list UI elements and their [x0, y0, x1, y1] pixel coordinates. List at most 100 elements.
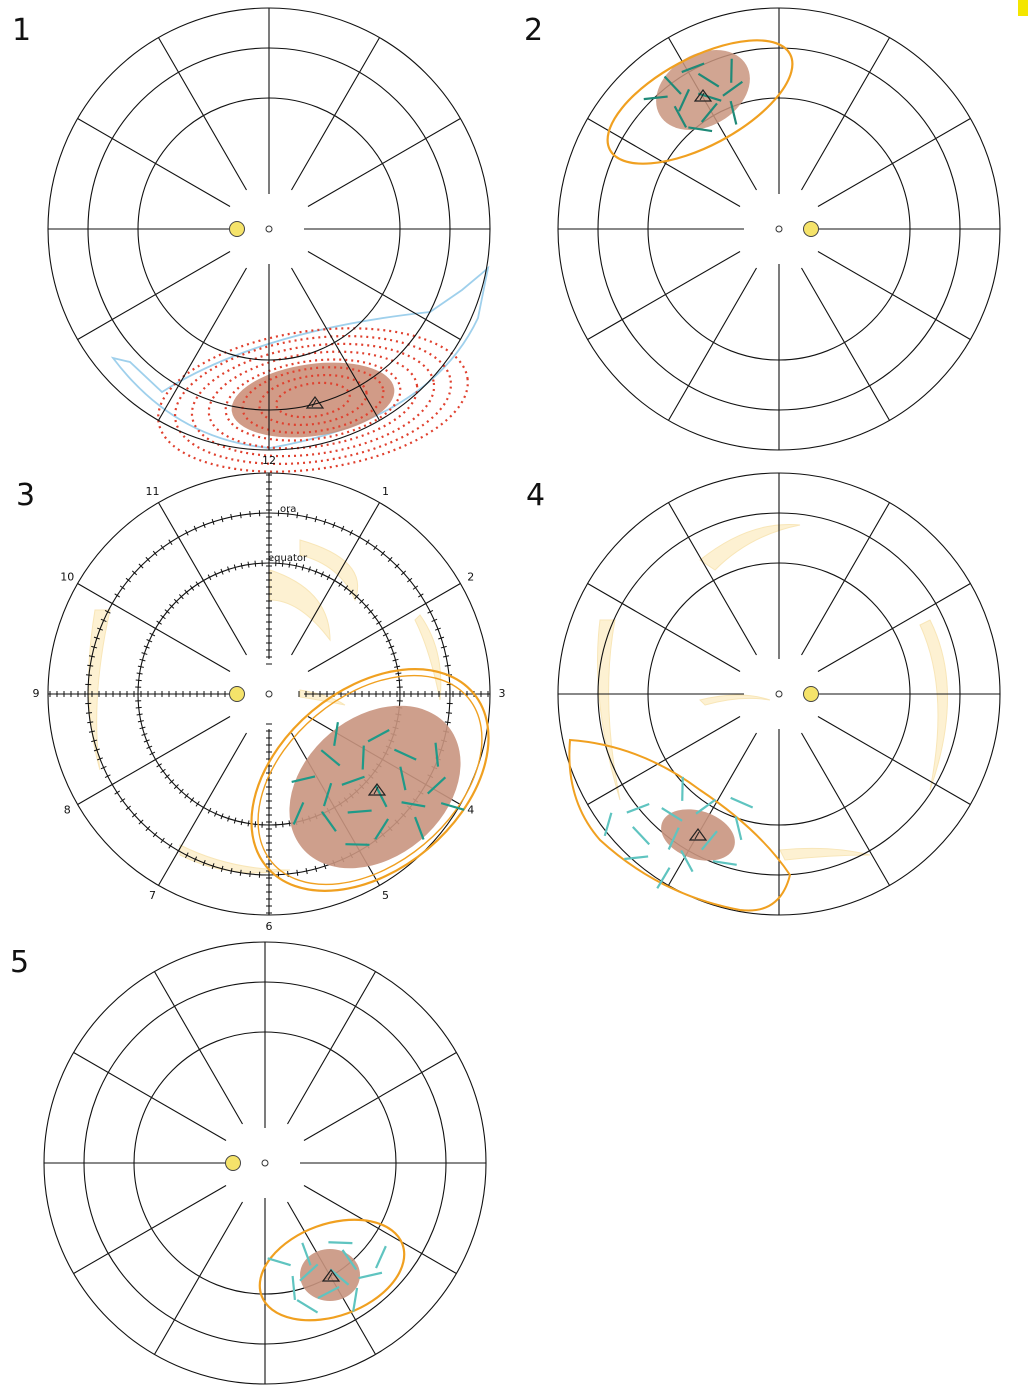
- grid-tick: [160, 614, 166, 620]
- clock-label: 12: [262, 454, 276, 467]
- meridian: [801, 732, 890, 886]
- corner-marker: [1018, 0, 1028, 16]
- vitreous-strand: [291, 775, 316, 784]
- grid-tick: [136, 672, 143, 675]
- grid-tick: [314, 568, 318, 575]
- vitreous-strand: [667, 827, 680, 850]
- vitreous-strand: [375, 1245, 387, 1269]
- optic-disc: [803, 686, 819, 702]
- vitreous-strand: [624, 855, 649, 861]
- lesion-marker-line: [694, 831, 700, 840]
- grid-tick: [314, 865, 318, 872]
- clock-label: 1: [382, 485, 389, 498]
- grid-tick: [308, 566, 311, 573]
- grid-tick: [185, 852, 189, 859]
- grid-tick: [214, 571, 218, 578]
- panel-label: 4: [526, 478, 545, 513]
- vitreous-strand: [434, 742, 440, 767]
- meridian: [668, 502, 757, 656]
- clock-label: 5: [382, 889, 389, 902]
- pale-crescent: [269, 569, 331, 642]
- grid-tick: [379, 626, 386, 631]
- vitreous-strand: [661, 807, 683, 822]
- grid-tick: [139, 658, 146, 662]
- meridian: [154, 1201, 243, 1355]
- grid-tick: [281, 560, 284, 567]
- grid-tick: [91, 645, 98, 649]
- grid-tick: [131, 812, 138, 818]
- grid-tick: [427, 610, 434, 614]
- grid-tick: [152, 757, 159, 762]
- tear-outline: [250, 668, 490, 892]
- grid-tick: [230, 868, 233, 875]
- vitreous-strand: [329, 1268, 350, 1286]
- vitreous-strand: [603, 812, 613, 837]
- grid-tick: [372, 614, 378, 620]
- dotted-ring: [157, 327, 469, 473]
- grid-tick: [193, 856, 198, 863]
- vitreous-strand: [322, 782, 333, 807]
- vitreous-strand: [656, 867, 671, 889]
- grid-tick: [146, 745, 153, 749]
- grid-tick: [220, 813, 224, 820]
- vitreous-strand: [673, 105, 688, 128]
- panel-label: 5: [10, 945, 29, 980]
- fovea: [775, 690, 783, 698]
- grid-tick: [139, 726, 146, 730]
- grid-tick: [164, 609, 170, 614]
- vitreous-strand: [321, 811, 337, 832]
- vitreous-strand: [734, 816, 743, 841]
- grid-tick: [385, 639, 392, 643]
- fundus-panel: 1: [12, 7, 491, 473]
- meridian: [587, 583, 741, 672]
- meridian: [73, 1052, 227, 1141]
- grid-tick: [400, 570, 407, 576]
- grid-tick: [240, 562, 243, 569]
- grid-tick: [376, 620, 382, 625]
- meridian: [307, 251, 461, 340]
- tear-outline: [606, 39, 794, 165]
- grid-tick: [176, 534, 181, 541]
- tear-outline: [568, 738, 792, 912]
- grid-tick: [149, 632, 156, 637]
- clock-label: 6: [266, 920, 273, 933]
- meridian: [73, 1185, 227, 1274]
- fovea: [265, 225, 273, 233]
- vitreous-strand: [730, 796, 754, 809]
- clock-label: 3: [499, 687, 506, 700]
- grid-tick: [114, 593, 120, 598]
- grid-tick: [394, 665, 401, 668]
- grid-tick: [195, 581, 200, 587]
- tear-outline: [257, 674, 483, 886]
- vitreous-strand: [688, 126, 713, 133]
- lesion-marker: [688, 827, 708, 841]
- grid-tick: [247, 561, 250, 568]
- vitreous-strand: [729, 100, 738, 125]
- vitreous-strand: [700, 102, 718, 123]
- vitreous-strand: [678, 88, 691, 112]
- grid-tick: [434, 627, 441, 631]
- vitreous-strand: [333, 721, 339, 747]
- grid-tick: [202, 859, 206, 866]
- grid-tick: [178, 788, 184, 794]
- vitreous-strand: [374, 784, 388, 808]
- grid-tick: [141, 652, 148, 655]
- grid-tick: [109, 601, 116, 606]
- grid-tick: [202, 522, 206, 529]
- grid-tick: [149, 751, 156, 756]
- grid-tick: [114, 790, 120, 795]
- grid-tick: [305, 868, 308, 875]
- dotted-ring: [224, 358, 402, 442]
- meridian: [154, 971, 243, 1125]
- grid-tick: [349, 589, 354, 595]
- grid-tick: [444, 664, 451, 667]
- vitreous-strand: [299, 1263, 319, 1282]
- grid-tick: [332, 522, 336, 529]
- grid-tick: [136, 713, 143, 716]
- meridian: [587, 716, 741, 805]
- vitreous-strand: [399, 766, 407, 791]
- meridian: [303, 1052, 457, 1141]
- grid-tick: [152, 832, 158, 838]
- grid-tick: [438, 636, 445, 640]
- vitreous-strand: [367, 729, 390, 743]
